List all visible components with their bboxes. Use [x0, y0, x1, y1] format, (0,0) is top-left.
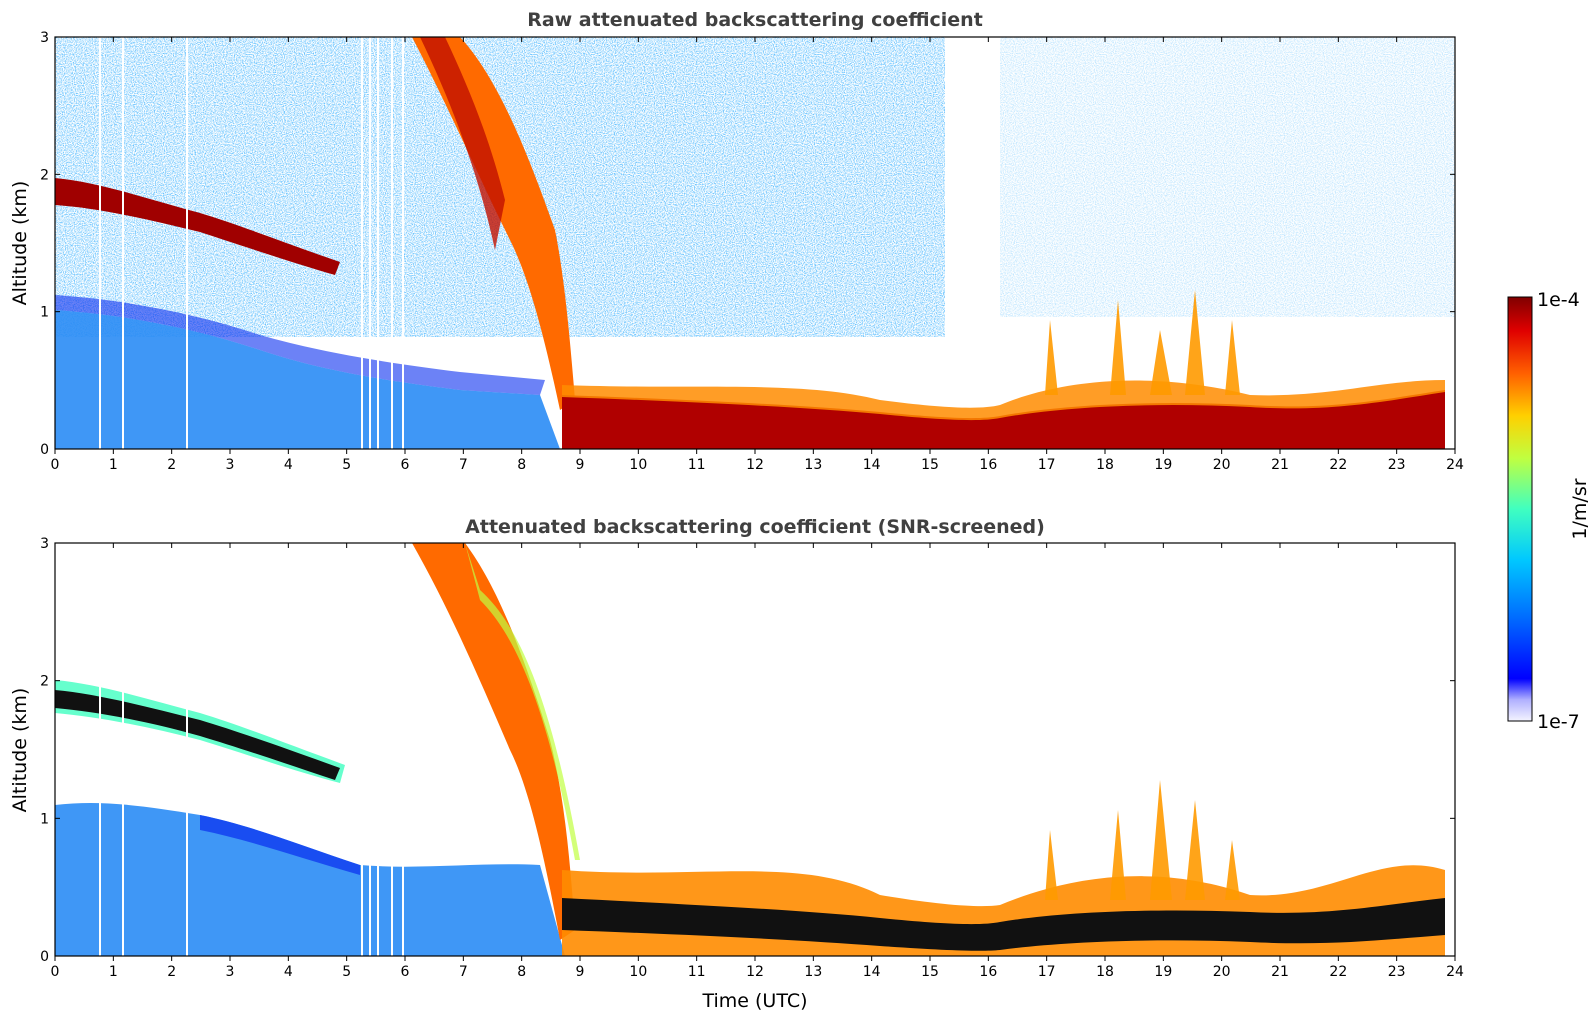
panel1-low-cloud-top: [562, 380, 1445, 421]
panel2-ylabel: Altitude (km): [9, 688, 31, 813]
x-tick-label: 19: [1154, 964, 1172, 980]
colorbar-min-label: 1e-7: [1537, 711, 1580, 733]
panel1-precip-band-core: [420, 37, 505, 250]
x-tick-label: 4: [284, 964, 293, 980]
x-tick-label: 3: [226, 457, 235, 473]
x-tick-label: 15: [921, 457, 939, 473]
x-tick-label: 0: [51, 457, 60, 473]
x-tick-label: 24: [1446, 457, 1464, 473]
x-tick-label: 13: [804, 457, 822, 473]
x-tick-label: 20: [1213, 964, 1231, 980]
x-tick-label: 3: [226, 964, 235, 980]
panel2-xlabel: Time (UTC): [701, 990, 807, 1012]
x-tick-label: 19: [1154, 457, 1172, 473]
panel1-boundary-layer-top: [55, 295, 545, 395]
y-tick-label: 1: [40, 305, 49, 321]
x-tick-label: 18: [1096, 457, 1114, 473]
panel2-aerosol-layer: [55, 690, 340, 780]
y-tick-label: 3: [40, 536, 49, 552]
panel1-boundary-layer: [55, 310, 560, 449]
x-tick-label: 0: [51, 964, 60, 980]
x-tick-label: 15: [921, 964, 939, 980]
x-tick-label: 1: [109, 457, 118, 473]
x-tick-label: 18: [1096, 964, 1114, 980]
x-tick-label: 23: [1388, 964, 1406, 980]
x-tick-label: 24: [1446, 964, 1464, 980]
x-tick-label: 10: [629, 457, 647, 473]
x-tick-label: 9: [576, 964, 585, 980]
x-tick-label: 4: [284, 457, 293, 473]
panel1-ylabel: Altitude (km): [9, 181, 31, 306]
y-tick-label: 3: [40, 30, 49, 46]
x-tick-label: 22: [1329, 964, 1347, 980]
panel2-heatmap: [55, 543, 1455, 956]
x-tick-label: 14: [863, 964, 881, 980]
y-tick-label: 2: [40, 674, 49, 690]
x-tick-label: 17: [1038, 964, 1056, 980]
panel2-blank-columns: [99, 543, 404, 956]
panel1-ticks: 0 1 2 3 4 5 6 7 8 9 10 11 12 13 14 15 16 17 18 19 20 21 22 23 24…: [40, 30, 1464, 473]
y-tick-label: 2: [40, 167, 49, 183]
x-tick-label: 8: [517, 964, 526, 980]
colorbar-gradient: [1507, 296, 1533, 722]
panel2-precip-band: [412, 543, 575, 940]
x-tick-label: 9: [576, 457, 585, 473]
raw-backscatter-panel: Raw attenuated backscattering coefficien…: [9, 9, 1464, 473]
x-tick-label: 2: [167, 964, 176, 980]
panel1-heatmap: [55, 37, 1455, 449]
y-tick-label: 0: [40, 442, 49, 458]
x-tick-label: 17: [1038, 457, 1056, 473]
x-tick-label: 21: [1271, 964, 1289, 980]
x-tick-label: 7: [459, 457, 468, 473]
panel2-boundary-layer: [55, 803, 565, 956]
x-tick-label: 10: [629, 964, 647, 980]
x-tick-label: 1: [109, 964, 118, 980]
x-tick-label: 5: [342, 964, 351, 980]
x-tick-label: 16: [979, 964, 997, 980]
panel1-title: Raw attenuated backscattering coefficien…: [527, 9, 983, 31]
panel1-plumes: [1045, 290, 1240, 395]
y-tick-label: 1: [40, 811, 49, 827]
x-tick-label: 11: [688, 964, 706, 980]
x-tick-label: 13: [804, 964, 822, 980]
x-tick-label: 12: [746, 964, 764, 980]
panel1-precip-band: [412, 37, 575, 410]
panel1-blank-columns: [99, 37, 404, 449]
x-tick-label: 6: [401, 457, 410, 473]
panel2-boundary-layer-top: [200, 815, 360, 875]
snr-screened-panel: Attenuated backscattering coefficient (S…: [9, 516, 1464, 1012]
colorbar-max-label: 1e-4: [1537, 289, 1580, 311]
x-tick-label: 8: [517, 457, 526, 473]
panel1-aerosol-layer: [55, 178, 340, 275]
x-tick-label: 12: [746, 457, 764, 473]
x-tick-label: 2: [167, 457, 176, 473]
panel2-plumes: [1045, 780, 1240, 900]
x-tick-label: 20: [1213, 457, 1231, 473]
colorbar: 1e-4 1e-7 1/m/sr: [1507, 289, 1591, 733]
x-tick-label: 6: [401, 964, 410, 980]
x-tick-label: 21: [1271, 457, 1289, 473]
colorbar-unit-label: 1/m/sr: [1569, 478, 1591, 539]
panel2-ticks: 0 1 2 3 4 5 6 7 8 9 10 11 12 13 14 15 16 17 18 19 20 21 22 23 24…: [40, 536, 1464, 980]
x-tick-label: 11: [688, 457, 706, 473]
x-tick-label: 14: [863, 457, 881, 473]
panel2-title: Attenuated backscattering coefficient (S…: [465, 516, 1045, 538]
panel2-low-cloud-layer: [562, 898, 1445, 951]
x-tick-label: 5: [342, 457, 351, 473]
x-tick-label: 23: [1388, 457, 1406, 473]
x-tick-label: 7: [459, 964, 468, 980]
y-tick-label: 0: [40, 949, 49, 965]
panel1-noise-speckle-right: [1000, 37, 1455, 317]
x-tick-label: 16: [979, 457, 997, 473]
x-tick-label: 22: [1329, 457, 1347, 473]
